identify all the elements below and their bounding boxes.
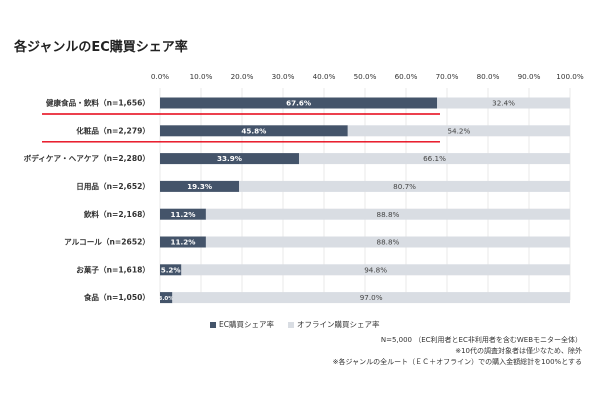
category-label: ボディケア・ヘアケア（n=2,280） (24, 153, 150, 163)
bar-ec (160, 264, 182, 276)
bar-ec (160, 208, 206, 220)
chart-title: 各ジャンルのEC購買シェア率 (14, 40, 188, 55)
legend-label-offline: オフライン購買シェア率 (296, 320, 380, 329)
x-tick-label: 80.0% (477, 72, 500, 81)
data-label-ec: 3.0% (159, 296, 175, 302)
bar-ec (160, 125, 348, 137)
footnote-sample-size: N=5,000 （EC利用者とEC非利用者を含むWEBモニター全体） (380, 336, 582, 344)
bar-offline (205, 236, 571, 248)
data-label-offline: 80.7% (393, 182, 416, 191)
legend-item-ec: EC購買シェア率 (210, 319, 274, 330)
data-label-ec: 5.2% (161, 265, 181, 274)
data-label-offline: 97.0% (360, 293, 383, 302)
category-label: お菓子（n=1,618） (76, 264, 150, 274)
data-label-offline: 54.2% (447, 126, 470, 135)
category-label: 健康食品・飲料（n=1,656） (46, 98, 150, 108)
category-label: アルコール（n=2652） (64, 237, 150, 247)
footnotes: N=5,000 （EC利用者とEC非利用者を含むWEBモニター全体） ※10代の… (333, 335, 582, 368)
bar-ec (160, 236, 206, 248)
bar-ec (160, 292, 173, 304)
bar-offline (437, 97, 570, 109)
data-label-ec: 33.9% (217, 154, 242, 163)
legend-swatch-offline (287, 321, 294, 328)
x-tick-label: 40.0% (313, 72, 336, 81)
data-label-ec: 11.2% (170, 210, 195, 219)
chart-legend: EC購買シェア率 オフライン購買シェア率 (210, 319, 379, 330)
legend-item-offline: オフライン購買シェア率 (287, 319, 380, 330)
data-label-ec: 19.3% (187, 182, 212, 191)
bar-offline (205, 208, 571, 220)
data-label-offline: 66.1% (423, 154, 446, 163)
category-label: 日用品（n=2,652） (76, 181, 150, 191)
x-tick-label: 0.0% (151, 72, 169, 81)
x-tick-label: 20.0% (231, 72, 254, 81)
legend-swatch-ec (210, 321, 216, 328)
footnote-basis: ※各ジャンルの全ルート（ＥＣ＋オフライン）での購入金額総計を100%とする (332, 358, 582, 366)
data-label-ec: 67.6% (286, 99, 311, 108)
x-tick-label: 100.0% (556, 72, 584, 81)
bar-ec (160, 97, 438, 109)
bar-offline (172, 292, 571, 304)
x-tick-label: 70.0% (436, 72, 459, 81)
bar-offline (181, 264, 570, 276)
x-tick-label: 50.0% (354, 72, 377, 81)
x-tick-label: 60.0% (395, 72, 418, 81)
data-label-offline: 88.8% (377, 238, 400, 247)
bar-offline (347, 125, 570, 137)
data-label-ec: 45.8% (241, 126, 266, 135)
bar-ec (160, 153, 299, 165)
x-tick-label: 90.0% (518, 72, 541, 81)
data-label-offline: 88.8% (377, 210, 400, 219)
x-tick-label: 10.0% (190, 72, 213, 81)
data-label-offline: 94.8% (364, 265, 387, 274)
bar-offline (298, 153, 570, 165)
category-label: 飲料（n=2,168） (83, 209, 150, 219)
data-label-ec: 11.2% (170, 238, 195, 247)
legend-label-ec: EC購買シェア率 (219, 320, 274, 329)
footnote-exclusion: ※10代の調査対象者は僅少なため、除外 (455, 347, 582, 355)
data-label-offline: 32.4% (492, 99, 515, 108)
bar-offline (239, 180, 570, 192)
category-label: 化粧品（n=2,279） (76, 125, 150, 135)
x-tick-label: 30.0% (272, 72, 295, 81)
bar-ec (160, 180, 240, 192)
category-label: 食品（n=1,050） (84, 292, 150, 302)
